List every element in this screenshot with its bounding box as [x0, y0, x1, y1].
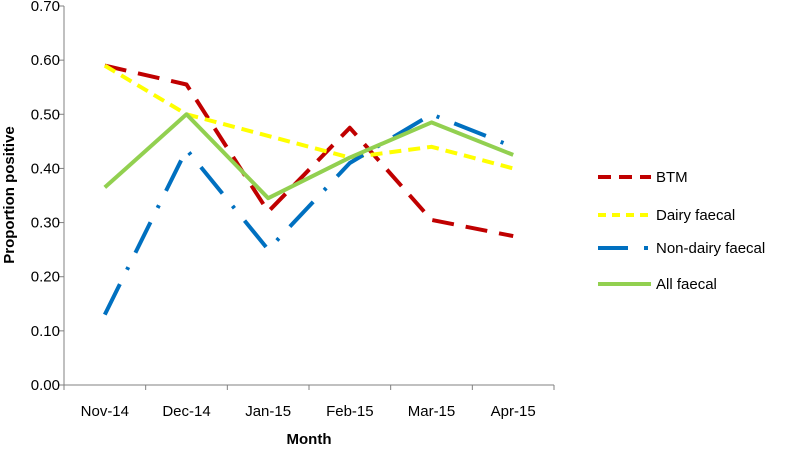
- series-lines: [103, 63, 514, 316]
- x-tick-label: Dec-14: [162, 403, 210, 420]
- plot-area: 0.00 0.10 0.20 0.30 0.40 0.50 0.60 0.70 Nov-14 D…: [31, 0, 555, 420]
- legend-label: Dairy faecal: [656, 207, 735, 224]
- y-tick-label: 0.20: [31, 269, 60, 286]
- y-tick-label: 0.50: [31, 106, 60, 123]
- series-line-btm: [104, 63, 514, 239]
- legend-label: Non-dairy faecal: [656, 240, 765, 257]
- legend-label: BTM: [656, 169, 688, 186]
- y-tick-label: 0.30: [31, 215, 60, 232]
- legend-label: All faecal: [656, 276, 717, 293]
- series-line-non-dairy-faecal: [103, 112, 514, 316]
- series-line-dairy-faecal: [103, 63, 514, 171]
- series-line-all-faecal: [103, 112, 514, 201]
- y-tick-label: 0.70: [31, 0, 60, 15]
- x-axis-ticks: Nov-14 Dec-14 Jan-15 Feb-15 Mar-15 Apr-15: [63, 385, 555, 420]
- x-tick-label: Feb-15: [326, 403, 374, 420]
- x-tick-label: Mar-15: [408, 403, 456, 420]
- x-tick-label: Apr-15: [491, 403, 536, 420]
- x-axis-title: Month: [287, 431, 332, 448]
- y-tick-label: 0.10: [31, 323, 60, 340]
- y-axis-title: Proportion positive: [1, 126, 18, 264]
- y-tick-label: 0.00: [31, 377, 60, 394]
- y-tick-label: 0.40: [31, 160, 60, 177]
- x-tick-label: Nov-14: [81, 403, 129, 420]
- legend: BTM Dairy faecal Non-dairy faecal All faeca…: [598, 169, 765, 293]
- y-axis-ticks: 0.00 0.10 0.20 0.30 0.40 0.50 0.60 0.70: [31, 0, 64, 394]
- x-tick-label: Jan-15: [245, 403, 291, 420]
- y-tick-label: 0.60: [31, 52, 60, 69]
